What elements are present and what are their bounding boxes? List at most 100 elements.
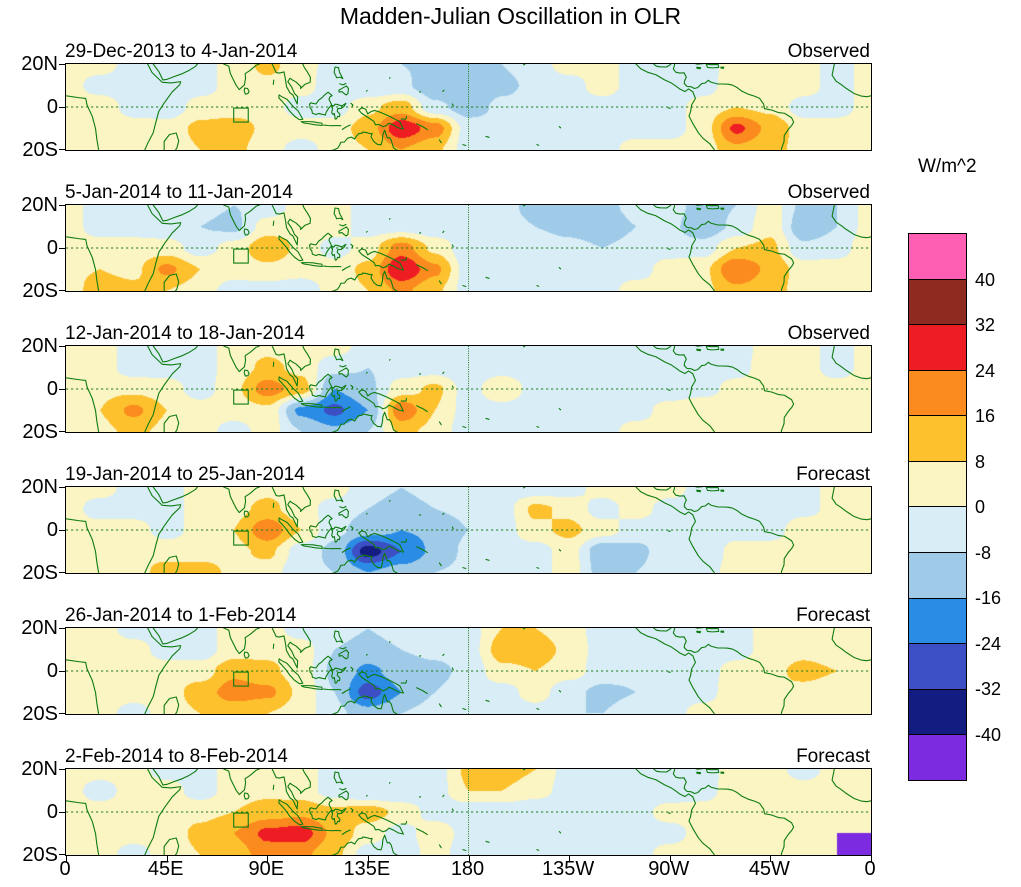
coastline xyxy=(443,90,444,91)
coastline xyxy=(321,130,401,150)
coastline xyxy=(244,229,249,235)
y-tick-label: 0 xyxy=(46,660,58,682)
coastline xyxy=(272,64,310,104)
coastline xyxy=(340,648,346,649)
coastline xyxy=(310,233,333,256)
coastline xyxy=(636,205,715,291)
coastline xyxy=(324,407,341,408)
coastline xyxy=(367,372,368,373)
coastline xyxy=(452,104,453,106)
panel-header: 12-Jan-2014 to 18-Jan-2014 Observed xyxy=(65,320,870,345)
coastline xyxy=(537,286,539,287)
coastline xyxy=(272,487,310,527)
coastline xyxy=(144,769,181,855)
coastline xyxy=(334,349,343,361)
coastline xyxy=(417,688,428,694)
coastline xyxy=(401,257,406,260)
coastline xyxy=(654,628,672,631)
coastline xyxy=(654,205,672,208)
coastline xyxy=(279,800,303,825)
coastline xyxy=(144,64,181,150)
panel-header: 29-Dec-2013 to 4-Jan-2014 Observed xyxy=(65,38,870,63)
colorbar-cell xyxy=(909,552,966,598)
x-tick-label: 90W xyxy=(648,858,690,880)
coastline xyxy=(324,830,341,831)
coastline xyxy=(144,205,181,291)
y-tick-label: 20S xyxy=(22,844,58,866)
panel-header: 5-Jan-2014 to 11-Jan-2014 Observed xyxy=(65,179,870,204)
colorbar-cell xyxy=(909,324,966,370)
coastline xyxy=(524,769,527,770)
coastline xyxy=(559,268,560,269)
coastline xyxy=(359,249,404,270)
coastline xyxy=(310,797,333,820)
coastline xyxy=(334,772,343,784)
y-axis-tick xyxy=(59,628,65,629)
coastline xyxy=(66,801,100,855)
y-axis-tick xyxy=(59,389,65,390)
coastline xyxy=(164,133,179,150)
map-canvas-area: 20N 0 20S xyxy=(21,336,872,442)
coastline xyxy=(342,407,350,411)
coastline xyxy=(706,628,719,632)
coastline xyxy=(673,628,793,714)
coastline xyxy=(351,244,353,247)
colorbar-tick-label: 16 xyxy=(975,406,996,426)
panel-mode-label: Forecast xyxy=(796,746,870,767)
coastline xyxy=(706,64,719,68)
colorbar-tick-label: -32 xyxy=(975,679,1002,699)
coastline xyxy=(310,515,333,538)
x-axis-tick xyxy=(770,856,772,862)
panel-date-range: 2-Feb-2014 to 8-Feb-2014 xyxy=(65,746,288,767)
coastline xyxy=(636,64,715,150)
coastline xyxy=(301,263,322,267)
coastline xyxy=(452,527,453,529)
coastline xyxy=(673,346,793,432)
coastline xyxy=(706,769,719,773)
y-axis-tick xyxy=(59,713,65,714)
coastline xyxy=(342,125,350,129)
coastline xyxy=(144,628,181,714)
region-box xyxy=(234,672,249,686)
x-axis-tick xyxy=(66,856,67,862)
y-tick-label: 0 xyxy=(46,378,58,400)
coastline xyxy=(697,772,701,774)
coastline xyxy=(443,654,444,655)
colorbar-cell xyxy=(909,506,966,553)
coastline xyxy=(224,205,260,231)
coastline-overlay xyxy=(66,769,871,855)
region-box xyxy=(234,108,249,122)
coastline xyxy=(463,568,466,569)
x-axis-tick xyxy=(267,856,269,862)
coastline xyxy=(537,427,539,428)
coastline xyxy=(342,689,350,693)
coastline xyxy=(334,490,343,502)
coastline xyxy=(324,125,341,126)
coastline xyxy=(359,108,404,129)
y-tick-label: 20N xyxy=(21,617,58,639)
y-tick-label: 20N xyxy=(21,194,58,216)
coastline xyxy=(443,231,444,232)
coastline xyxy=(721,490,724,491)
colorbar-tick-label: 8 xyxy=(975,451,986,472)
region-box xyxy=(234,531,249,545)
coastline xyxy=(279,377,303,402)
colorbar-cell xyxy=(909,597,966,644)
coastline xyxy=(351,808,353,811)
colorbar-tick-label: -8 xyxy=(975,542,992,563)
coastline xyxy=(697,67,701,69)
coastline xyxy=(636,487,715,573)
coastline xyxy=(636,769,715,855)
coastline xyxy=(153,64,197,80)
colorbar-cell xyxy=(909,460,966,507)
y-axis-tick xyxy=(59,346,65,347)
y-axis-tick xyxy=(59,431,65,432)
y-tick-label: 20S xyxy=(22,139,58,161)
coastline xyxy=(636,628,715,714)
coastline xyxy=(367,231,368,232)
coastline xyxy=(339,650,349,659)
map-canvas-area: 20N 0 20S xyxy=(21,759,872,865)
y-axis-tick xyxy=(59,205,65,206)
coastline-overlay xyxy=(66,64,871,150)
coastline xyxy=(367,654,368,655)
